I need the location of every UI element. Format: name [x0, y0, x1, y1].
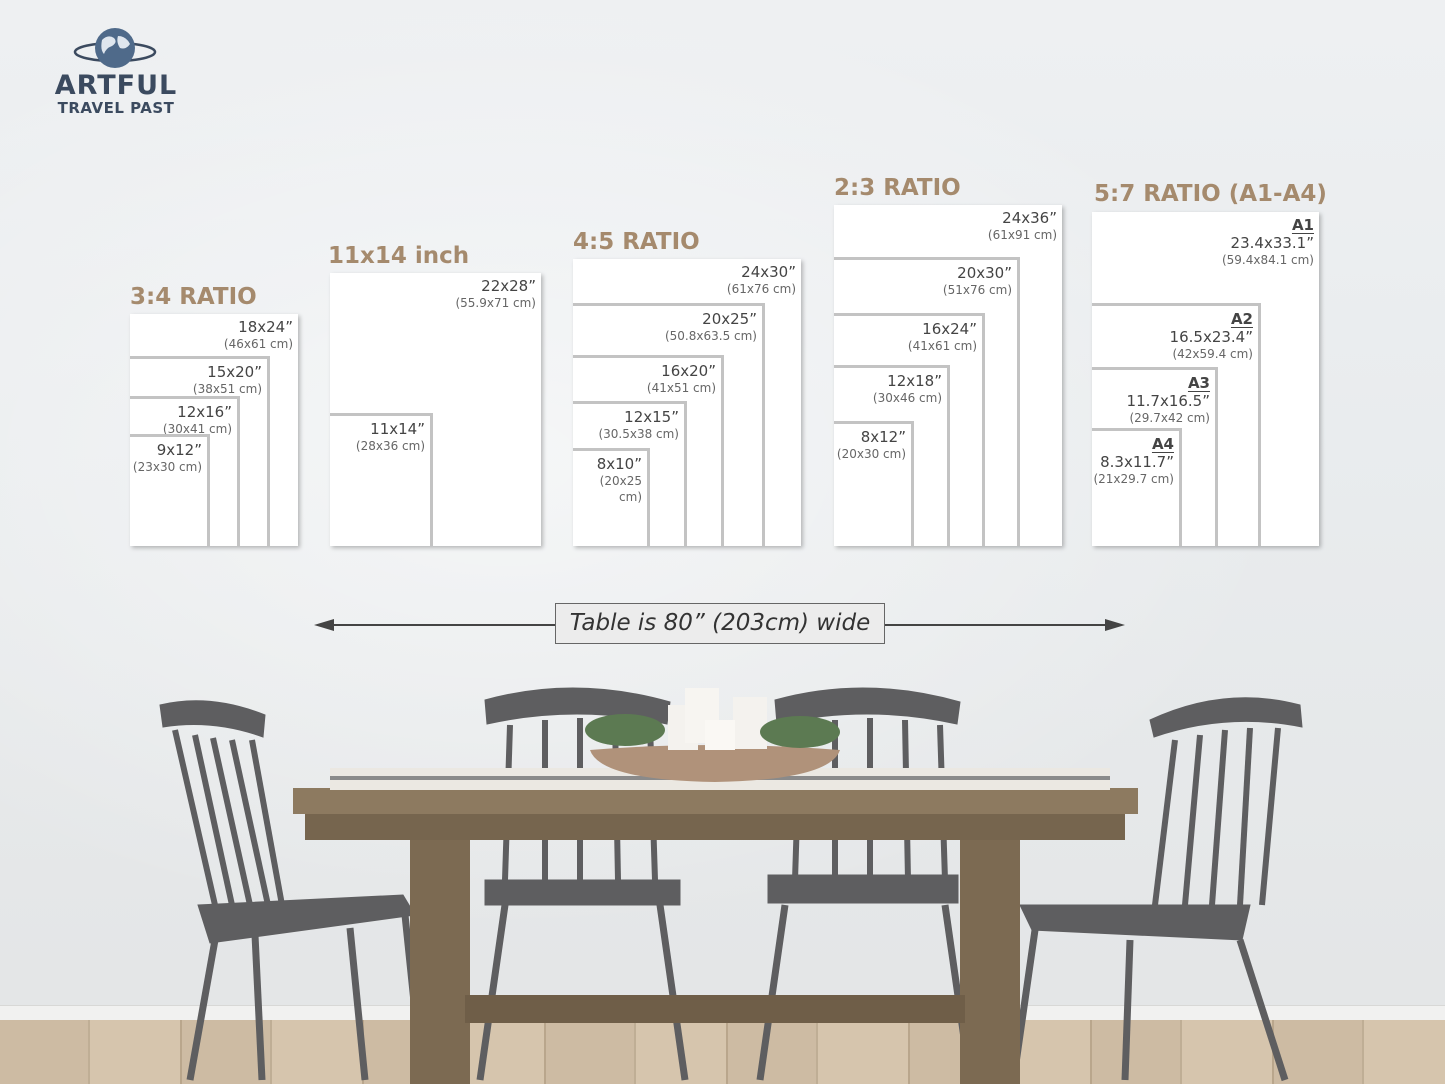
- paper-code: A2: [1230, 310, 1253, 328]
- arrow-right-line: [885, 624, 1115, 626]
- size-cm: (30.5x38 cm): [598, 427, 679, 441]
- chair-left: [159, 700, 424, 1081]
- size-inches: 8.3x11.7”: [1100, 453, 1174, 471]
- size-label: 12x15” (30.5x38 cm): [598, 408, 679, 442]
- size-inches: 12x18”: [887, 372, 942, 390]
- size-cm: (41x61 cm): [907, 339, 977, 353]
- size-label: 15x20” (38x51 cm): [193, 363, 262, 397]
- size-inches: 12x15”: [624, 408, 679, 426]
- paper-code: A3: [1187, 374, 1210, 392]
- size-inches: 16x20”: [661, 362, 716, 380]
- size-cm: (41x51 cm): [646, 381, 716, 395]
- size-inches: 16.5x23.4”: [1169, 328, 1253, 346]
- group-title: 5:7 RATIO (A1-A4): [1094, 181, 1327, 207]
- size-cm: (55.9x71 cm): [455, 296, 536, 310]
- globe-icon: [73, 28, 157, 68]
- size-label: 9x12” (23x30 cm): [133, 441, 202, 475]
- print-size-frame: A4 8.3x11.7” (21x29.7 cm): [1092, 428, 1182, 546]
- size-label: 8x10” (20x25 cm): [573, 455, 642, 505]
- size-label: A4 8.3x11.7” (21x29.7 cm): [1093, 435, 1174, 487]
- size-inches: 9x12”: [156, 441, 202, 459]
- centerpiece: [585, 688, 840, 782]
- size-cm: (30x46 cm): [872, 391, 942, 405]
- size-inches: 24x30”: [741, 263, 796, 281]
- logo-line1: ARTFUL: [54, 70, 178, 101]
- size-inches: 15x20”: [207, 363, 262, 381]
- print-size-frame: 8x10” (20x25 cm): [573, 448, 650, 546]
- print-size-frame: 8x12” (20x30 cm): [834, 421, 914, 546]
- size-inches: 22x28”: [481, 277, 536, 295]
- size-inches: 8x12”: [860, 428, 906, 446]
- size-cm: (61x91 cm): [987, 228, 1057, 242]
- size-inches: 18x24”: [238, 318, 293, 336]
- size-cm: (38x51 cm): [192, 382, 262, 396]
- print-size-frame: 9x12” (23x30 cm): [130, 434, 210, 546]
- size-cm: (29.7x42 cm): [1129, 411, 1210, 425]
- size-label: A2 16.5x23.4” (42x59.4 cm): [1170, 310, 1253, 362]
- size-cm: (50.8x63.5 cm): [664, 329, 757, 343]
- size-label: 24x30” (61x76 cm): [727, 263, 796, 297]
- group-title: 4:5 RATIO: [573, 229, 700, 255]
- size-label: 16x20” (41x51 cm): [647, 362, 716, 396]
- size-inches: 16x24”: [922, 320, 977, 338]
- size-cm: (20x30 cm): [836, 447, 906, 461]
- arrow-left-line: [324, 624, 555, 626]
- size-cm: (46x61 cm): [223, 337, 293, 351]
- size-label: 16x24” (41x61 cm): [908, 320, 977, 354]
- group-title: 11x14 inch: [328, 243, 470, 269]
- size-label: 8x12” (20x30 cm): [837, 428, 906, 462]
- size-inches: 8x10”: [596, 455, 642, 473]
- size-cm: (28x36 cm): [355, 439, 425, 453]
- size-cm: (61x76 cm): [726, 282, 796, 296]
- size-label: 12x18” (30x46 cm): [873, 372, 942, 406]
- size-inches: 24x36”: [1002, 209, 1057, 227]
- size-inches: 11.7x16.5”: [1126, 392, 1210, 410]
- chair-center-left: [476, 687, 689, 1081]
- size-inches: 23.4x33.1”: [1230, 234, 1314, 252]
- group-title: 3:4 RATIO: [130, 284, 257, 310]
- group-title: 2:3 RATIO: [834, 175, 961, 201]
- table-width-note: Table is 80” (203cm) wide: [555, 603, 885, 644]
- size-label: 22x28” (55.9x71 cm): [455, 277, 536, 311]
- size-cm: (42x59.4 cm): [1172, 347, 1253, 361]
- size-label: 11x14” (28x36 cm): [356, 420, 425, 454]
- size-inches: 20x30”: [957, 264, 1012, 282]
- wood-floor: [0, 1020, 1445, 1084]
- size-cm: (51x76 cm): [942, 283, 1012, 297]
- size-cm: (59.4x84.1 cm): [1221, 253, 1314, 267]
- size-label: 20x30” (51x76 cm): [943, 264, 1012, 298]
- paper-code: A4: [1151, 435, 1174, 453]
- size-cm: (23x30 cm): [132, 460, 202, 474]
- size-label: A1 23.4x33.1” (59.4x84.1 cm): [1222, 216, 1314, 268]
- size-inches: 12x16”: [177, 403, 232, 421]
- size-label: 20x25” (50.8x63.5 cm): [665, 310, 757, 344]
- size-label: 12x16” (30x41 cm): [163, 403, 232, 437]
- chair-right: [1011, 697, 1303, 1082]
- size-cm: (20x25 cm): [599, 474, 642, 504]
- paper-code: A1: [1291, 216, 1314, 234]
- print-size-frame: 11x14” (28x36 cm): [330, 413, 433, 546]
- logo-line2: TRAVEL PAST: [57, 99, 175, 117]
- dining-table: [293, 768, 1138, 1084]
- size-label: 18x24” (46x61 cm): [224, 318, 293, 352]
- size-cm: (21x29.7 cm): [1093, 472, 1174, 486]
- size-label: 24x36” (61x91 cm): [988, 209, 1057, 243]
- size-label: A3 11.7x16.5” (29.7x42 cm): [1127, 374, 1210, 426]
- size-cm: (30x41 cm): [162, 422, 232, 436]
- size-inches: 11x14”: [370, 420, 425, 438]
- logo: ARTFUL TRAVEL PAST: [36, 26, 196, 116]
- size-inches: 20x25”: [702, 310, 757, 328]
